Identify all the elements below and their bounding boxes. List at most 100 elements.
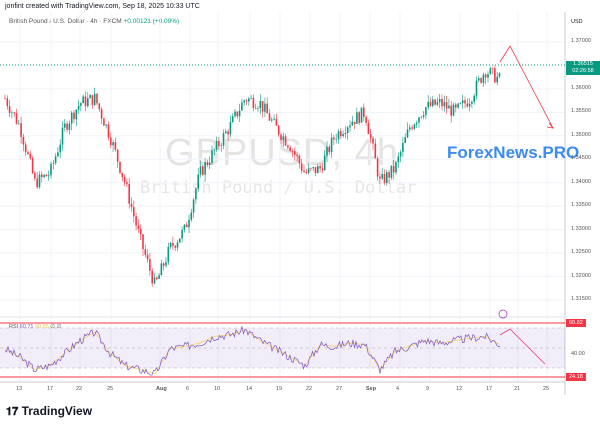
candle-body <box>305 172 308 173</box>
tradingview-logo: 𝟏𝟕 TradingView <box>6 404 93 418</box>
upper-line-badge: 60.82 <box>566 319 586 327</box>
arrow-head <box>546 122 554 129</box>
candle-body <box>303 170 305 173</box>
candle-body <box>337 131 340 140</box>
candle-body <box>192 199 195 213</box>
candle-body <box>130 203 133 208</box>
candle-body <box>82 96 84 104</box>
candle-body <box>323 155 326 171</box>
candle-body <box>167 246 170 263</box>
candle-body <box>103 118 105 126</box>
candle-body <box>498 73 501 77</box>
candle-body <box>383 174 386 184</box>
time-tick: Aug <box>156 386 167 392</box>
rsi-line <box>4 326 501 376</box>
candle-body <box>153 277 156 284</box>
candle-body <box>411 127 413 129</box>
candle-body <box>363 107 365 117</box>
forecast-arrow <box>499 45 554 129</box>
candle-body <box>75 109 78 120</box>
time-tick: Sep <box>366 386 377 392</box>
candle-body <box>57 152 59 157</box>
candle-body <box>425 107 427 116</box>
rsi-axis-label: 40.00 <box>571 351 585 357</box>
candle-body <box>38 174 41 188</box>
candle-body <box>172 242 174 246</box>
candle-body <box>98 103 101 110</box>
candle-body <box>422 115 425 117</box>
candle-body <box>429 101 432 106</box>
candle-body <box>427 101 429 108</box>
time-tick: 19 <box>276 386 283 392</box>
price-tick: 1.33000 <box>571 225 591 232</box>
candle-body <box>491 68 494 69</box>
candle-body <box>487 74 489 78</box>
candle-body <box>310 168 312 169</box>
candle-body <box>280 134 282 141</box>
candle-body <box>418 117 420 123</box>
candle-body <box>314 167 317 174</box>
candle-body <box>179 238 181 243</box>
candle-body <box>466 103 469 107</box>
candle-body <box>15 113 18 124</box>
candle-body <box>406 129 409 138</box>
time-tick: 12 <box>456 386 463 392</box>
candle-body <box>174 245 176 248</box>
rsi-value: 60.71 <box>19 324 34 330</box>
time-tick: 14 <box>246 386 253 392</box>
candle-body <box>6 98 9 107</box>
candle-body <box>45 174 48 177</box>
candle-body <box>413 124 416 129</box>
candle-body <box>273 118 275 120</box>
candle-body <box>360 107 363 123</box>
candle-body <box>353 121 356 125</box>
candle-body <box>436 101 439 105</box>
candle-body <box>448 105 450 109</box>
candle-body <box>257 108 259 109</box>
candle-body <box>266 103 268 114</box>
candle-body <box>392 165 395 173</box>
candle-body <box>110 137 112 146</box>
candle-body <box>386 172 388 184</box>
candle-body <box>489 68 492 75</box>
candle-body <box>213 149 216 151</box>
candle-body <box>241 102 243 111</box>
candle-body <box>50 163 52 176</box>
candle-body <box>13 112 15 114</box>
candle-body <box>438 99 441 102</box>
candle-body <box>367 122 370 135</box>
time-tick: 27 <box>336 386 343 392</box>
candle-body <box>142 234 144 250</box>
candle-body <box>390 165 393 178</box>
candle-body <box>248 98 250 102</box>
candle-body <box>73 112 75 120</box>
candle-body <box>54 156 57 164</box>
candle-body <box>133 207 135 217</box>
candle-body <box>298 156 301 164</box>
candle-body <box>162 263 165 266</box>
candle-body <box>238 110 241 117</box>
candle-body <box>80 103 82 106</box>
price-chart[interactable] <box>0 0 600 400</box>
candle-body <box>445 102 448 109</box>
candle-body <box>434 99 436 105</box>
candle-body <box>289 147 291 152</box>
time-tick: 21 <box>514 386 521 392</box>
candle-body <box>121 172 124 178</box>
candle-body <box>116 149 119 162</box>
candle-body <box>388 172 390 178</box>
candle-body <box>20 123 22 137</box>
forexnews-logo: ForexNews.PRO <box>447 143 580 162</box>
candle-body <box>254 107 257 109</box>
candle-body <box>77 105 80 110</box>
price-tick: 1.33500 <box>571 202 591 209</box>
candle-body <box>156 277 158 279</box>
candle-body <box>29 154 32 159</box>
candle-body <box>188 219 190 228</box>
candle-body <box>372 138 374 144</box>
candle-body <box>36 178 38 188</box>
candle-body <box>415 122 418 125</box>
candle-body <box>146 254 149 260</box>
candle-body <box>195 188 197 200</box>
candle-body <box>473 95 475 102</box>
